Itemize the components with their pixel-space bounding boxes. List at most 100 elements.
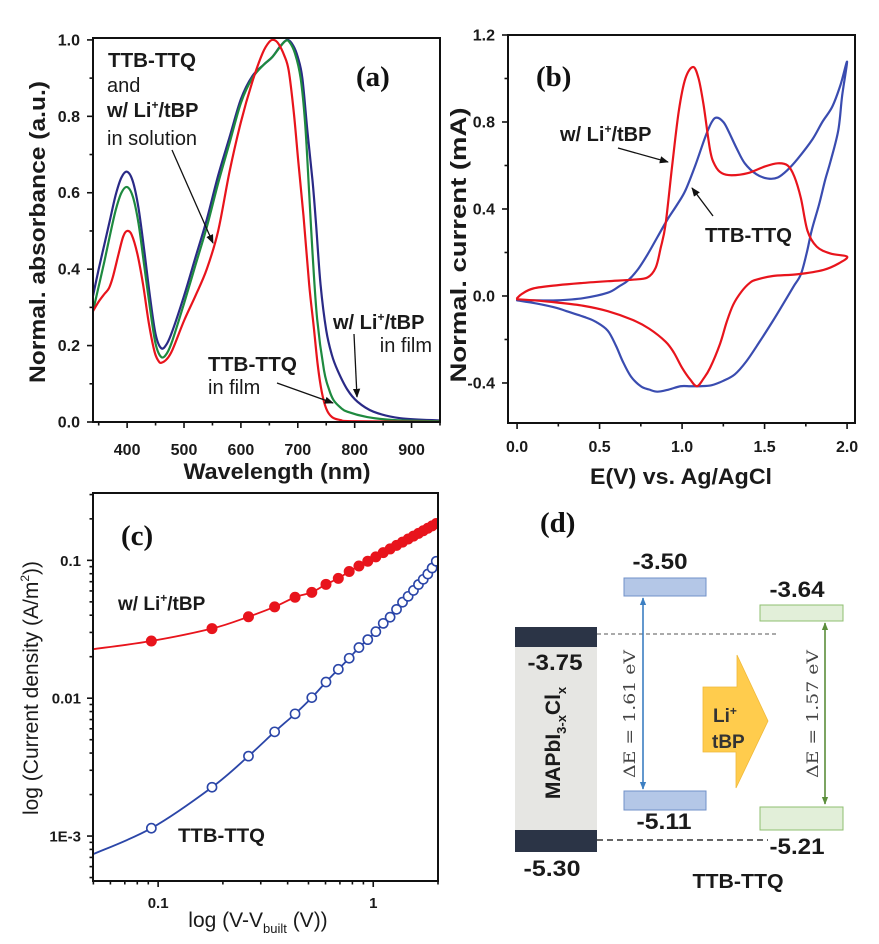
subscript: built bbox=[263, 921, 287, 936]
annotation-solution-and: and bbox=[107, 75, 140, 97]
annotation-film-li-in-film: in film bbox=[380, 335, 432, 357]
panel-c-frame bbox=[92, 492, 439, 882]
panel-b-ticks: 0.0 0.5 1.0 1.5 2.0 -0.4 0.0 0.4 0.8 1.2 bbox=[467, 28, 858, 457]
panel-c-y-axis-label: log (Current density (A/m2)) bbox=[18, 561, 43, 815]
data-point-w-li-tbp bbox=[242, 611, 254, 623]
data-point-ttb-ttq bbox=[206, 781, 218, 793]
annotation-film-li: w/ Li+/tBP bbox=[332, 310, 424, 334]
panel-a-frame bbox=[92, 37, 441, 423]
series-line-ttb-ttq-in-film bbox=[93, 39, 440, 422]
doped-homo-level bbox=[759, 806, 844, 831]
doped-gap-label: ΔE = 1.57 eV bbox=[803, 649, 822, 778]
panel-c-x-axis-label: log (V-Vbuilt (V)) bbox=[188, 909, 327, 936]
x-tick-label: 0.0 bbox=[506, 439, 528, 456]
y-tick-label: 0.2 bbox=[58, 338, 80, 355]
series-line-ttb-ttq bbox=[515, 60, 849, 393]
y-tick-label: 0.4 bbox=[58, 262, 80, 279]
data-point-w-li-tbp bbox=[269, 601, 281, 613]
data-point-w-li-tbp bbox=[430, 518, 438, 530]
y-tick-label: 1E-3 bbox=[49, 829, 81, 846]
superscript: + bbox=[151, 98, 158, 112]
panel-d-label: (d) bbox=[540, 507, 575, 539]
data-point-ttb-ttq bbox=[343, 652, 355, 664]
data-point-w-li-tbp bbox=[145, 635, 157, 647]
annotation-solution-li: w/ Li+/tBP bbox=[106, 98, 198, 122]
x-tick-label: 1.5 bbox=[753, 439, 775, 456]
annotation-arrow-ttb-ttq bbox=[691, 187, 714, 217]
data-point-ttb-ttq bbox=[306, 692, 318, 704]
annotation-text: w/ Li bbox=[559, 124, 604, 146]
dopant-li-label: Li+ bbox=[713, 704, 737, 727]
annotation-arrow-li-tbp bbox=[617, 147, 669, 164]
annotation-arrow-film-ttb bbox=[276, 382, 334, 404]
panel-a-plot-area bbox=[93, 38, 440, 422]
y-tick-label: 0.1 bbox=[60, 553, 81, 570]
x-tick-label: 800 bbox=[341, 442, 368, 459]
doped-homo-value: -5.21 bbox=[770, 834, 825, 859]
data-point-w-li-tbp bbox=[343, 566, 355, 578]
x-tick-label: 500 bbox=[171, 442, 198, 459]
subscript: x bbox=[554, 686, 569, 694]
annotation-li-tbp: w/ Li+/tBP bbox=[559, 122, 651, 146]
panel-b-y-axis-label: Normal. current (mA) bbox=[446, 108, 471, 383]
panel-b-plot-area bbox=[515, 60, 849, 393]
data-point-ttb-ttq bbox=[243, 750, 254, 762]
data-point-ttb-ttq bbox=[269, 726, 281, 738]
x-tick-label: 1.0 bbox=[671, 439, 693, 456]
x-tick-label: 2.0 bbox=[836, 439, 858, 456]
ttb-ttq-lumo-value: -3.50 bbox=[633, 549, 688, 574]
data-point-ttb-ttq bbox=[430, 555, 438, 567]
dopant-tbp-label: tBP bbox=[712, 732, 745, 753]
data-point-ttb-ttq bbox=[332, 663, 344, 675]
x-tick-label: 0.1 bbox=[148, 895, 169, 912]
annotation-film-ttb: TTB-TTQ bbox=[208, 354, 297, 376]
panel-c-plot-area bbox=[93, 518, 438, 855]
annotation-text: /tBP bbox=[167, 594, 205, 615]
perovskite-valence-band bbox=[515, 830, 597, 852]
dopant-block-arrow bbox=[702, 654, 769, 789]
panel-c-label: (c) bbox=[121, 520, 153, 552]
axis-label-text: log (Current density (A/m bbox=[20, 582, 43, 815]
annotation-ttb-ttq: TTB-TTQ bbox=[178, 826, 265, 847]
y-tick-label: 1.2 bbox=[473, 28, 495, 45]
series-line-ttb-ttq-and-w-li-tbp-in-solution bbox=[93, 38, 440, 422]
axis-label-text: )) bbox=[20, 561, 43, 575]
annotation-arrow-solution bbox=[171, 149, 214, 244]
data-point-ttb-ttq bbox=[384, 611, 396, 623]
data-point-w-li-tbp bbox=[206, 623, 218, 635]
annotation-solution-in-solution: in solution bbox=[107, 128, 197, 150]
panel-c-current-density: 0.1 1 1E-3 0.01 0.1 (c) w/ Li+/tBP TTB-TTQ l… bbox=[18, 492, 439, 936]
annotation-text: w/ Li bbox=[106, 100, 151, 122]
data-point-ttb-ttq bbox=[391, 603, 402, 615]
data-point-w-li-tbp bbox=[306, 586, 318, 598]
y-tick-label: 1.0 bbox=[58, 32, 80, 49]
y-tick-label: 0.6 bbox=[58, 185, 80, 202]
y-tick-label: 0.4 bbox=[473, 201, 495, 218]
data-point-w-li-tbp bbox=[289, 591, 301, 603]
annotation-text: /tBP bbox=[158, 100, 198, 122]
data-point-ttb-ttq bbox=[145, 822, 157, 834]
annotation-text: /tBP bbox=[611, 124, 651, 146]
panel-a-ticks: 400 500 600 700 800 900 0.0 0.2 0.4 0.6 0.8 1.0 bbox=[58, 32, 441, 459]
y-tick-label: 0.0 bbox=[58, 415, 80, 432]
doped-lumo-value: -3.64 bbox=[770, 577, 826, 602]
annotation-text: w/ Li bbox=[332, 312, 377, 334]
superscript: + bbox=[377, 310, 384, 324]
data-point-ttb-ttq bbox=[362, 634, 374, 646]
ttb-ttq-homo-level bbox=[623, 790, 707, 811]
perovskite-name: MAPbI3-xClx bbox=[542, 686, 569, 799]
perovskite-vb-value: -5.30 bbox=[524, 856, 581, 881]
annotation-li-tbp: w/ Li+/tBP bbox=[117, 591, 206, 615]
ttb-ttq-lumo-level bbox=[623, 577, 707, 597]
axis-label-text: log (V-V bbox=[188, 909, 263, 932]
material-label: TTB-TTQ bbox=[693, 871, 784, 893]
superscript: 2 bbox=[18, 575, 32, 582]
y-tick-label: 0.01 bbox=[52, 691, 81, 708]
data-point-ttb-ttq bbox=[289, 708, 301, 720]
doped-lumo-level bbox=[759, 604, 844, 622]
data-point-ttb-ttq bbox=[320, 676, 332, 688]
axis-label-text: (V)) bbox=[287, 909, 328, 932]
series-line-w-li-tbp bbox=[515, 65, 849, 388]
panel-b-label: (b) bbox=[536, 61, 571, 93]
